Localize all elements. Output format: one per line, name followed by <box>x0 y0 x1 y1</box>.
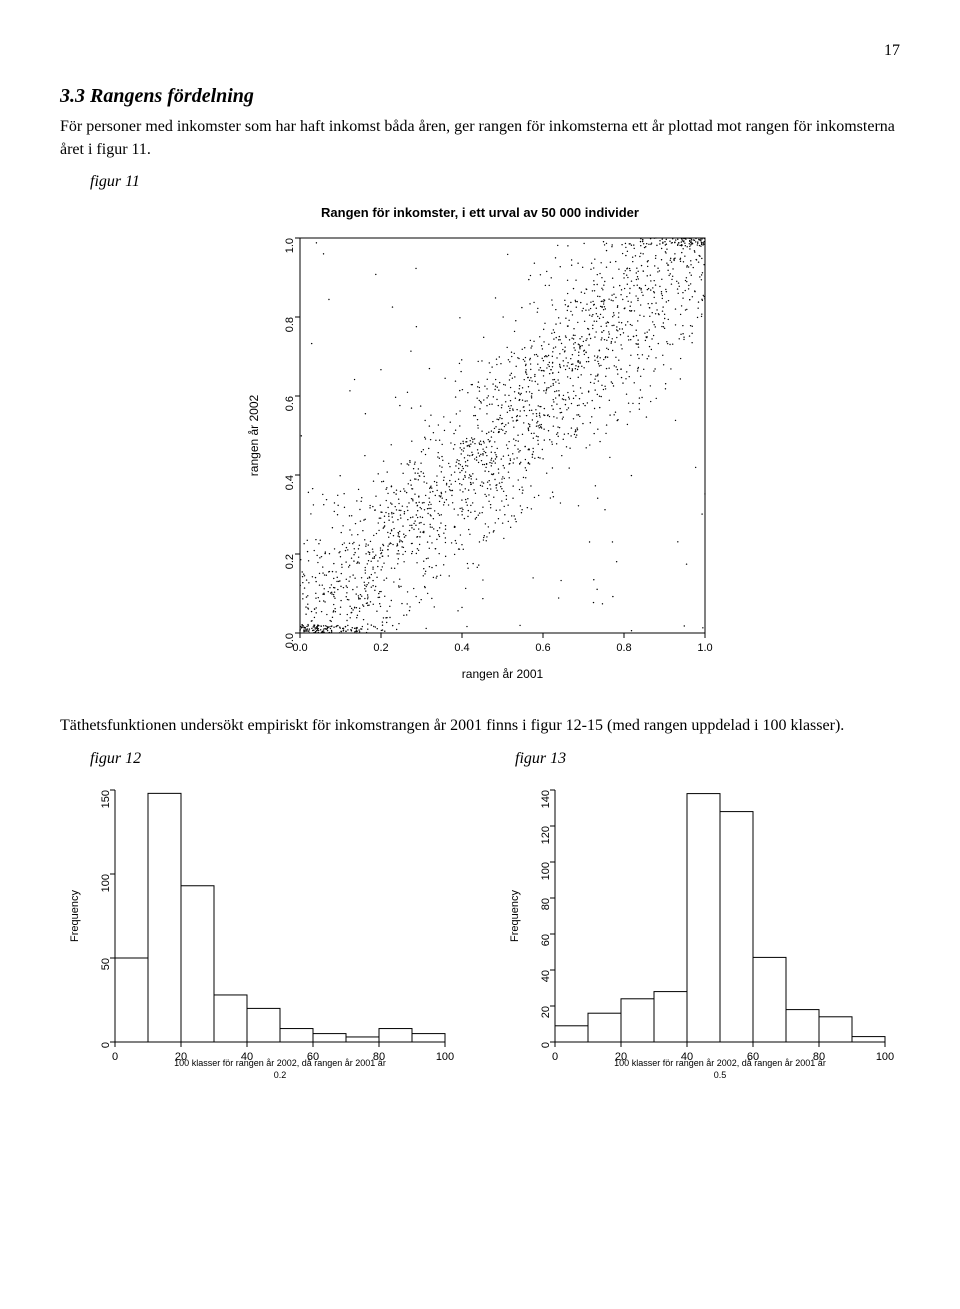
svg-text:0.2: 0.2 <box>274 1070 287 1080</box>
para-2: Täthetsfunktionen undersökt empiriskt fö… <box>60 715 900 737</box>
svg-text:80: 80 <box>540 898 552 910</box>
svg-text:0.0: 0.0 <box>284 633 296 648</box>
fig13-caption: figur 13 <box>515 748 900 770</box>
svg-text:0.6: 0.6 <box>284 396 296 411</box>
page-number: 17 <box>60 40 900 62</box>
svg-text:60: 60 <box>540 934 552 946</box>
svg-text:100: 100 <box>540 862 552 880</box>
svg-text:120: 120 <box>540 826 552 844</box>
svg-text:0.8: 0.8 <box>284 317 296 332</box>
svg-text:100: 100 <box>100 874 112 892</box>
svg-text:Frequency: Frequency <box>69 889 81 941</box>
svg-text:0: 0 <box>552 1051 558 1063</box>
hist-right: 020406080100020406080100120140Frequency1… <box>500 780 900 1090</box>
svg-text:20: 20 <box>540 1006 552 1018</box>
svg-text:100 klasser för rangen år 2002: 100 klasser för rangen år 2002, då range… <box>614 1058 826 1068</box>
scatter-container: Rangen för inkomster, i ett urval av 50 … <box>240 204 720 696</box>
section-heading: 3.3 Rangens fördelning <box>60 82 900 110</box>
fig11-caption: figur 11 <box>90 171 900 193</box>
svg-text:0: 0 <box>540 1042 552 1048</box>
fig12-caption: figur 12 <box>90 748 475 770</box>
svg-text:0.8: 0.8 <box>616 642 631 654</box>
svg-text:0.2: 0.2 <box>284 554 296 569</box>
svg-text:0.4: 0.4 <box>284 475 296 490</box>
svg-text:150: 150 <box>100 790 112 808</box>
svg-text:Frequency: Frequency <box>509 889 521 941</box>
svg-text:100 klasser för rangen år 2002: 100 klasser för rangen år 2002, då range… <box>174 1058 386 1068</box>
svg-text:0.5: 0.5 <box>714 1070 727 1080</box>
svg-text:rangen år 2002: rangen år 2002 <box>247 394 261 476</box>
hist-left: 020406080100050100150Frequency100 klasse… <box>60 780 460 1090</box>
hist-right-col: 020406080100020406080100120140Frequency1… <box>500 780 900 1097</box>
svg-text:0.4: 0.4 <box>454 642 469 654</box>
histogram-row: 0 20 40 60 80 100 0 50 100 150 Frequency 100 klasse… <box>60 780 900 1097</box>
svg-text:40: 40 <box>540 970 552 982</box>
svg-text:1.0: 1.0 <box>284 238 296 253</box>
svg-text:1.0: 1.0 <box>697 642 712 654</box>
para-1: För personer med inkomster som har haft … <box>60 116 900 161</box>
scatter-plot: 0.00.20.40.60.81.00.00.20.40.60.81.0rang… <box>240 228 720 688</box>
svg-text:0: 0 <box>112 1051 118 1063</box>
svg-text:0: 0 <box>100 1042 112 1048</box>
svg-text:0.2: 0.2 <box>373 642 388 654</box>
svg-text:100: 100 <box>436 1051 454 1063</box>
svg-text:140: 140 <box>540 790 552 808</box>
svg-text:0.6: 0.6 <box>535 642 550 654</box>
svg-text:100: 100 <box>876 1051 894 1063</box>
svg-text:50: 50 <box>100 958 112 970</box>
svg-text:rangen år 2001: rangen år 2001 <box>462 667 544 681</box>
scatter-title: Rangen för inkomster, i ett urval av 50 … <box>240 204 720 222</box>
hist-left-col: 020406080100050100150Frequency100 klasse… <box>60 780 460 1097</box>
